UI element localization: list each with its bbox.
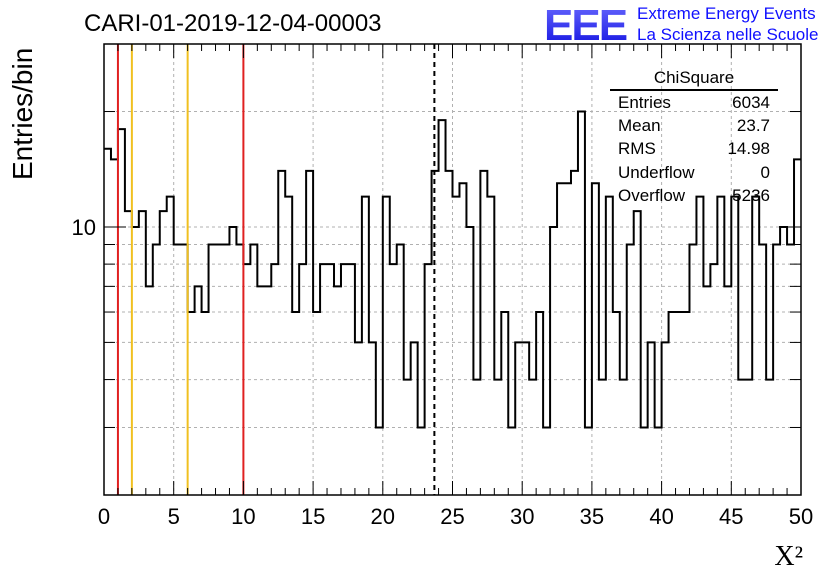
stats-value: 23.7 (736, 116, 770, 136)
logo-line2: La Scienza nelle Scuole (637, 25, 819, 44)
stats-label: RMS (618, 139, 656, 159)
chart-title: CARI-01-2019-12-04-00003 (84, 10, 382, 37)
stats-row: RMS 14.98 (610, 137, 778, 160)
x-tick-label: 5 (168, 504, 180, 529)
x-tick-label: 20 (371, 504, 395, 529)
x-tick-label: 10 (231, 504, 255, 529)
stats-box: ChiSquare Entries 6034 Mean 23.7 RMS 14.98 Und… (610, 66, 778, 207)
stats-title: ChiSquare (610, 66, 778, 91)
x-axis-label: X² (774, 541, 803, 572)
x-tick-label: 30 (510, 504, 534, 529)
stats-row: Entries 6034 (610, 91, 778, 114)
stats-row: Underflow 0 (610, 161, 778, 184)
stats-value: 0 (760, 162, 770, 182)
stats-row: Overflow 5236 (610, 184, 778, 207)
stats-label: Underflow (618, 162, 695, 182)
stats-label: Entries (618, 93, 671, 112)
x-tick-label: 40 (649, 504, 673, 529)
stats-row: Mean 23.7 (610, 114, 778, 137)
x-tick-label: 45 (719, 504, 743, 529)
x-tick-label: 35 (580, 504, 604, 529)
eee-logo: EEE (544, 2, 629, 46)
x-tick-label: 50 (789, 504, 813, 529)
x-tick-label: 15 (301, 504, 325, 529)
logo-letters: EEE (544, 2, 627, 46)
x-tick-label: 0 (98, 504, 110, 529)
stats-value: 5236 (732, 185, 770, 205)
x-tick-label: 25 (440, 504, 464, 529)
histogram-series (104, 110, 801, 429)
stats-value: 14.98 (727, 139, 770, 159)
stats-value: 6034 (732, 93, 770, 112)
logo-line1: Extreme Energy Events (637, 4, 816, 23)
stats-label: Mean (618, 116, 661, 136)
y-tick-label: 10 (72, 215, 96, 240)
stats-label: Overflow (618, 185, 686, 205)
y-axis-label: Entries/bin (7, 48, 38, 180)
logo-text: Extreme Energy Events La Scienza nelle S… (637, 3, 818, 45)
